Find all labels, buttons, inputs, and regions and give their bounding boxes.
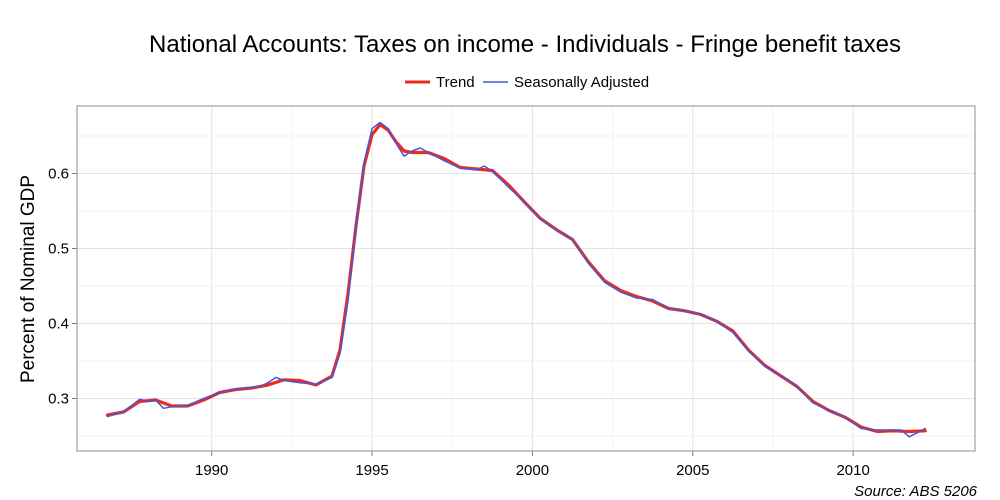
plot-background (77, 106, 975, 451)
x-axis: 1990 1995 2000 2005 2010 (195, 451, 870, 479)
legend-label-trend: Trend (436, 74, 475, 91)
y-axis: 0.3 0.4 0.5 0.6 (48, 166, 77, 408)
legend: Trend Seasonally Adjusted (405, 74, 649, 91)
seasonally-adjusted-line (106, 121, 927, 438)
chart-title: National Accounts: Taxes on income - Ind… (149, 31, 901, 58)
y-axis-title: Percent of Nominal GDP (18, 175, 39, 383)
y-tick-label: 0.3 (48, 391, 69, 408)
plot-border (76, 105, 976, 452)
x-tick-label: 2000 (516, 462, 549, 479)
legend-label-seasonally-adjusted: Seasonally Adjusted (514, 74, 649, 91)
gridlines (77, 106, 975, 451)
source-note: Source: ABS 5206 (854, 483, 978, 500)
y-tick-label: 0.6 (48, 166, 69, 183)
x-tick-label: 1995 (355, 462, 388, 479)
x-tick-label: 1990 (195, 462, 228, 479)
y-tick-label: 0.5 (48, 241, 69, 258)
y-tick-label: 0.4 (48, 316, 69, 333)
series-layer (105, 121, 927, 438)
x-tick-label: 2010 (836, 462, 869, 479)
x-tick-label: 2005 (676, 462, 709, 479)
